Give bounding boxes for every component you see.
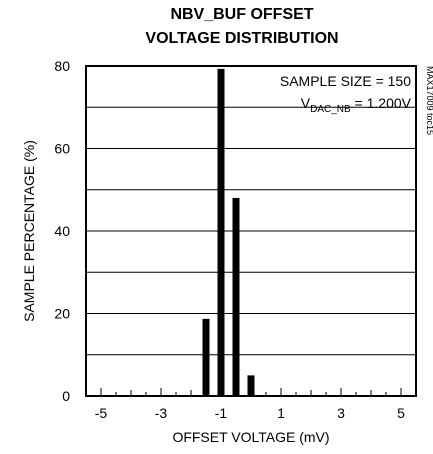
bar bbox=[232, 198, 240, 396]
x-tick-label: -3 bbox=[155, 405, 168, 421]
bars bbox=[202, 68, 255, 396]
part-number-label: MAX17009 toc15 bbox=[425, 66, 433, 135]
bar bbox=[217, 68, 225, 396]
x-tick-label: -1 bbox=[215, 405, 228, 421]
y-tick-label: 40 bbox=[54, 223, 70, 239]
sample-size-annotation: SAMPLE SIZE = 150 bbox=[280, 73, 411, 89]
bar bbox=[202, 318, 210, 396]
y-tick-label: 60 bbox=[54, 141, 70, 157]
x-tick-label: 5 bbox=[397, 405, 405, 421]
chart-title-line2: VOLTAGE DISTRIBUTION bbox=[145, 30, 338, 47]
vdac-annotation: VDAC_NB = 1.200V bbox=[301, 95, 412, 115]
x-tick-label: 1 bbox=[277, 405, 285, 421]
y-axis-label: SAMPLE PERCENTAGE (%) bbox=[21, 140, 37, 322]
x-ticks: -5 -3 -1 1 3 5 bbox=[95, 388, 405, 421]
y-tick-label: 0 bbox=[62, 388, 70, 404]
x-axis-label: OFFSET VOLTAGE (mV) bbox=[172, 429, 329, 445]
grid-lines bbox=[86, 106, 416, 356]
y-tick-label: 20 bbox=[54, 306, 70, 322]
x-tick-label: 3 bbox=[337, 405, 345, 421]
vdac-annotation-v: V bbox=[301, 95, 311, 111]
chart-title-line1: NBV_BUF OFFSET bbox=[170, 6, 313, 23]
vdac-annotation-value: = 1.200V bbox=[351, 95, 412, 111]
x-tick-label: -5 bbox=[95, 405, 108, 421]
y-tick-label: 80 bbox=[54, 58, 70, 74]
bar bbox=[247, 375, 255, 396]
y-ticks: 0 20 40 60 80 bbox=[54, 58, 92, 404]
vdac-annotation-subscript: DAC_NB bbox=[310, 104, 351, 115]
